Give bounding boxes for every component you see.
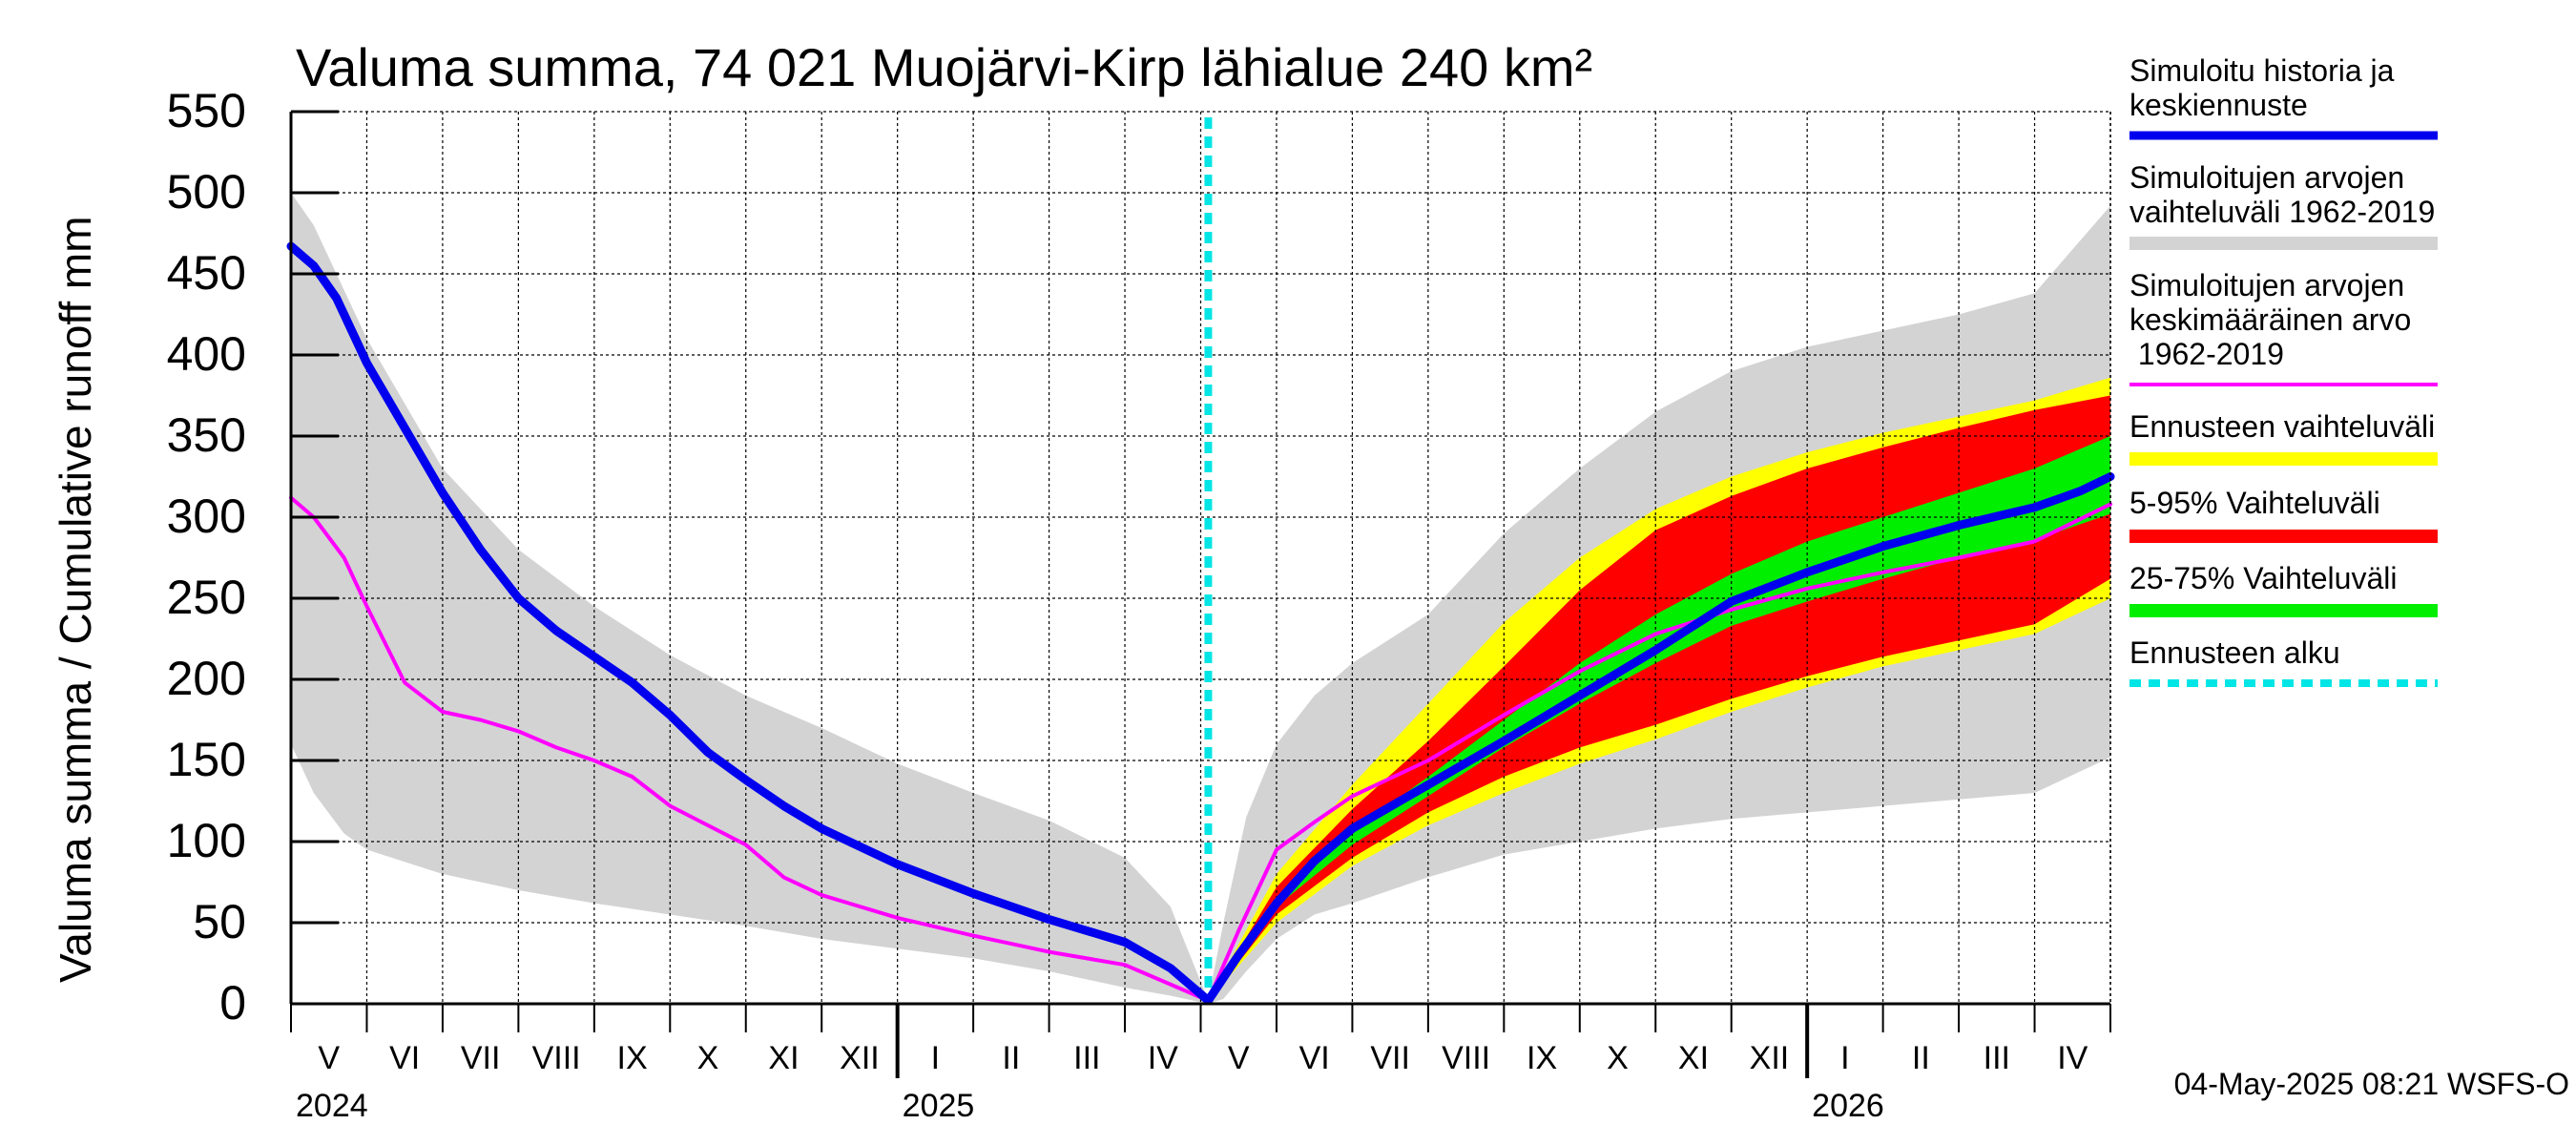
y-tick-label-400: 400 xyxy=(167,327,246,381)
legend-item-7: Ennusteen alku xyxy=(2129,635,2438,687)
legend: Simuloitu historia ja keskiennuste Simuloi… xyxy=(2129,53,2438,687)
y-tick-label-450: 450 xyxy=(167,246,246,300)
legend-item-1: Simuloitu historia ja keskiennuste xyxy=(2129,53,2438,140)
y-tick-label-0: 0 xyxy=(219,976,246,1030)
y-tick-label-300: 300 xyxy=(167,489,246,543)
x-month-label: X xyxy=(697,1040,719,1076)
x-month-label: IV xyxy=(1148,1040,1178,1076)
legend-label: 5-95% Vaihteluväli xyxy=(2129,486,2380,520)
x-month-label: X xyxy=(1607,1040,1629,1076)
x-month-label: XII xyxy=(840,1040,880,1076)
x-month-label: IX xyxy=(617,1040,648,1076)
y-tick-label-550: 550 xyxy=(167,84,246,137)
x-month-label: II xyxy=(1912,1040,1930,1076)
legend-label: Ennusteen alku xyxy=(2129,635,2340,670)
x-month-label: VII xyxy=(461,1040,501,1076)
x-month-label: VIII xyxy=(1442,1040,1490,1076)
timestamp: 04-May-2025 08:21 WSFS-O xyxy=(2174,1067,2569,1101)
legend-item-2: Simuloitujen arvojen vaihteluväli 1962-20… xyxy=(2129,160,2438,250)
y-tick-label-350: 350 xyxy=(167,408,246,462)
x-month-label: I xyxy=(1840,1040,1849,1076)
x-month-label: XI xyxy=(1678,1040,1709,1076)
x-month-label: VI xyxy=(1299,1040,1330,1076)
x-year-label-2025: 2025 xyxy=(903,1088,975,1124)
x-month-label: III xyxy=(1073,1040,1100,1076)
x-month-label: IV xyxy=(2057,1040,2088,1076)
legend-label: Simuloitujen arvojen keskimääräinen arvo … xyxy=(2129,268,2411,371)
y-tick-label-200: 200 xyxy=(167,652,246,705)
x-month-label: XII xyxy=(1750,1040,1790,1076)
mean-forecast-line xyxy=(286,241,2115,1006)
x-month-label: III xyxy=(1984,1040,2010,1076)
legend-item-6: 25-75% Vaihteluväli xyxy=(2129,561,2438,617)
legend-item-4: Ennusteen vaihteluväli xyxy=(2129,409,2438,466)
x-month-label: VII xyxy=(1370,1040,1410,1076)
x-year-label-2026: 2026 xyxy=(1812,1088,1884,1124)
legend-label: Simuloitu historia ja keskiennuste xyxy=(2129,53,2395,122)
x-month-label: XI xyxy=(768,1040,799,1076)
legend-label: Simuloitujen arvojen vaihteluväli 1962-20… xyxy=(2129,160,2435,229)
x-month-label: II xyxy=(1002,1040,1020,1076)
x-month-label: V xyxy=(318,1040,340,1076)
chart-title: Valuma summa, 74 021 Muojärvi-Kirp lähia… xyxy=(296,37,1592,97)
long-term-mean-line xyxy=(289,495,2112,1003)
series-lines xyxy=(286,117,2115,1006)
x-month-label: V xyxy=(1228,1040,1250,1076)
legend-label: 25-75% Vaihteluväli xyxy=(2129,561,2397,595)
y-tick-label-100: 100 xyxy=(167,814,246,867)
y-tick-label-250: 250 xyxy=(167,571,246,624)
y-tick-label-500: 500 xyxy=(167,165,246,219)
legend-item-3: Simuloitujen arvojen keskimääräinen arvo … xyxy=(2129,268,2438,386)
x-month-label: VI xyxy=(389,1040,420,1076)
y-tick-label-50: 50 xyxy=(193,895,246,948)
x-year-label-2024: 2024 xyxy=(296,1088,368,1124)
y-tick-label-150: 150 xyxy=(167,733,246,786)
legend-label: Ennusteen vaihteluväli xyxy=(2129,409,2435,444)
legend-item-5: 5-95% Vaihteluväli xyxy=(2129,486,2438,543)
y-axis-label: Valuma summa / Cumulative runoff mm xyxy=(51,216,100,983)
x-month-label: VIII xyxy=(532,1040,581,1076)
x-month-label: IX xyxy=(1527,1040,1557,1076)
x-month-label: I xyxy=(931,1040,940,1076)
band-4 xyxy=(1208,436,2110,1001)
